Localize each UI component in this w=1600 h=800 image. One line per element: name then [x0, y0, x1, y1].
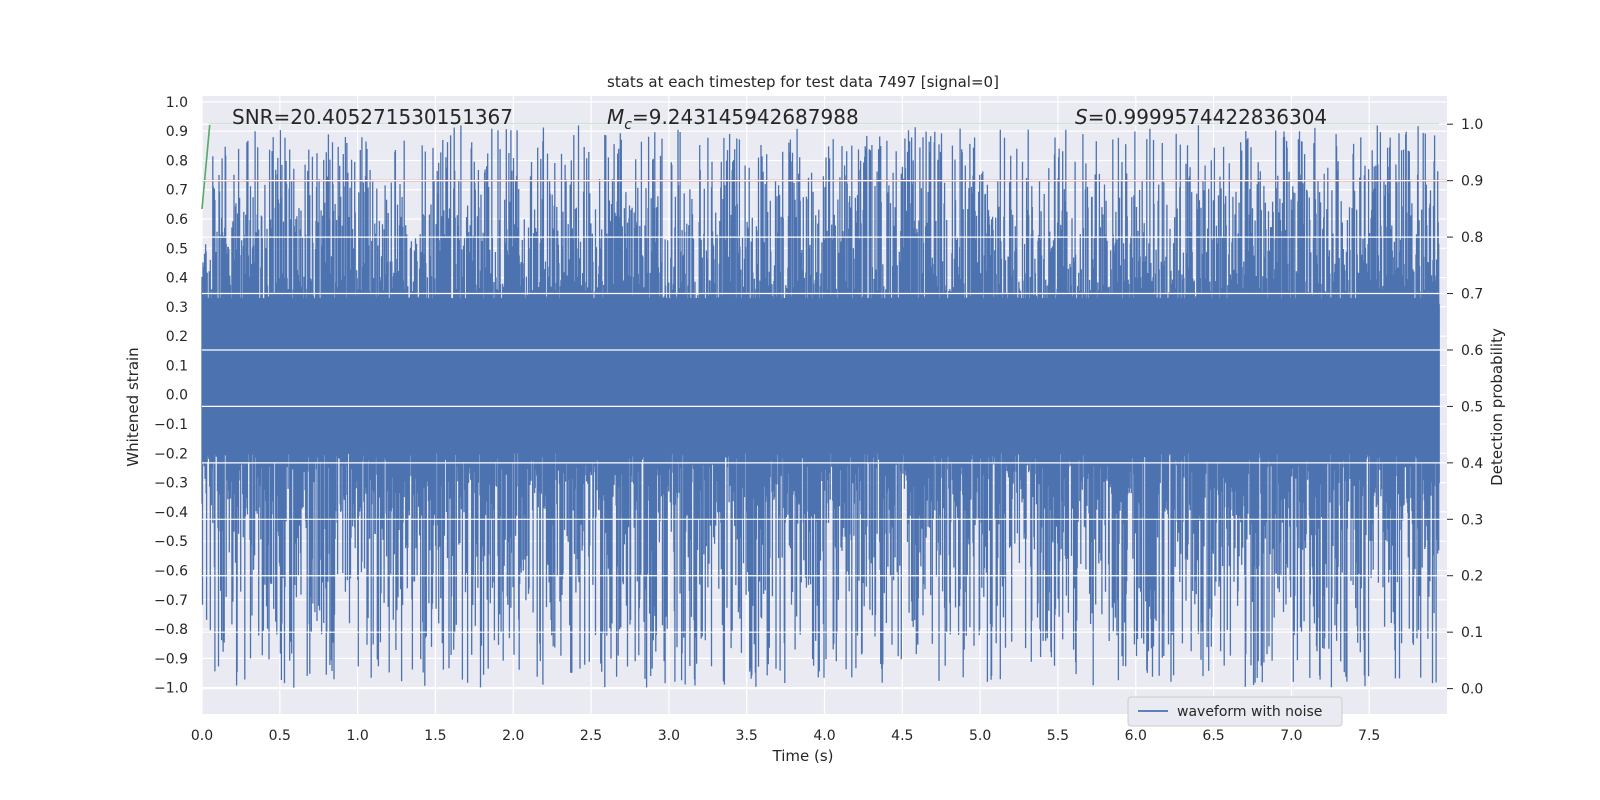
x-tick-label: 5.0	[969, 728, 991, 744]
x-tick-label: 0.0	[191, 728, 213, 744]
y-tick-label: −0.6	[154, 563, 188, 579]
y-tick-label: −0.5	[154, 534, 188, 550]
x-tick-label: 2.5	[580, 728, 602, 744]
x-tick-label: 2.0	[502, 728, 524, 744]
y2-axis-ticks: 1.0 0.9 0.8 0.7 0.6 0.5 0.4 0.3 0.2 0.1 0.0	[1447, 117, 1483, 698]
y2-tick-label: 0.0	[1461, 682, 1483, 698]
legend-box	[1127, 696, 1343, 727]
y2-tick-label: 0.4	[1461, 456, 1483, 472]
y-tick-label: 0.5	[166, 241, 188, 257]
chirp-mass-annotation: Mc=9.243145942687988	[607, 105, 859, 133]
y-tick-label: −0.9	[154, 651, 188, 667]
y-tick-label: −0.8	[154, 622, 188, 638]
x-tick-label: 7.0	[1280, 728, 1302, 744]
x-tick-label: 6.5	[1202, 728, 1224, 744]
y-tick-label: 0.8	[166, 153, 188, 169]
y-tick-label: 0.0	[166, 388, 188, 404]
x-tick-label: 3.0	[658, 728, 680, 744]
mc-subscript: c	[624, 117, 632, 133]
mc-symbol: M	[607, 105, 624, 129]
y-tick-label: 1.0	[166, 95, 188, 111]
y-tick-label: −0.2	[154, 446, 188, 462]
score-annotation: S=0.9999574422836304	[1075, 105, 1327, 129]
x-tick-label: 7.5	[1358, 728, 1380, 744]
y2-tick-label: 0.2	[1461, 569, 1483, 585]
y-tick-label: 0.6	[166, 212, 188, 228]
y-tick-label: −0.1	[154, 417, 188, 433]
legend: waveform with noise	[1127, 696, 1343, 727]
y-tick-label: 0.1	[166, 358, 188, 374]
y2-tick-label: 0.7	[1461, 287, 1483, 303]
x-tick-label: 6.0	[1125, 728, 1147, 744]
y-tick-label: 0.3	[166, 300, 188, 316]
y-tick-label: 0.9	[166, 124, 188, 140]
waveform-strokes	[201, 125, 1440, 688]
y-tick-label: −1.0	[154, 681, 188, 697]
y-tick-label: 0.7	[166, 183, 188, 199]
s-value: =0.9999574422836304	[1088, 105, 1327, 129]
legend-label: waveform with noise	[1177, 704, 1322, 720]
y-tick-label: −0.4	[154, 505, 188, 521]
x-tick-label: 3.5	[736, 728, 758, 744]
y2-tick-label: 0.5	[1461, 399, 1483, 415]
y2-tick-label: 0.3	[1461, 512, 1483, 528]
y2-axis-label: Detection probability	[1488, 328, 1506, 486]
mc-value: =9.243145942687988	[632, 105, 859, 129]
x-tick-label: 4.5	[891, 728, 913, 744]
chart-title: stats at each timestep for test data 749…	[607, 73, 999, 91]
y2-tick-label: 0.1	[1461, 625, 1483, 641]
x-tick-label: 1.0	[346, 728, 368, 744]
x-tick-label: 1.5	[424, 728, 446, 744]
x-axis-label: Time (s)	[772, 747, 834, 765]
x-tick-label: 5.5	[1047, 728, 1069, 744]
y-tick-label: −0.7	[154, 593, 188, 609]
waveform-series	[201, 125, 1440, 688]
snr-annotation: SNR=20.405271530151367	[232, 105, 513, 129]
x-tick-label: 4.0	[813, 728, 835, 744]
s-symbol: S	[1075, 105, 1088, 129]
y-tick-label: −0.3	[154, 476, 188, 492]
y-tick-label: 0.4	[166, 271, 188, 287]
y2-tick-label: 0.6	[1461, 343, 1483, 359]
y-tick-label: 0.2	[166, 329, 188, 345]
y-axis-label: Whitened strain	[124, 347, 142, 466]
y-axis-ticks: 1.0 0.9 0.8 0.7 0.6 0.5 0.4 0.3 0.2 0.1 0.0 −0.1 −0.…	[154, 95, 188, 697]
x-tick-label: 0.5	[269, 728, 291, 744]
x-axis-ticks: 0.0 0.5 1.0 1.5 2.0 2.5 3.0 3.5 4.0 4.5 5.0 5.5 6.0 6…	[191, 728, 1380, 744]
y2-tick-label: 0.8	[1461, 230, 1483, 246]
y2-tick-label: 0.9	[1461, 174, 1483, 190]
y2-tick-label: 1.0	[1461, 117, 1483, 133]
y2-grid	[202, 123, 1447, 690]
